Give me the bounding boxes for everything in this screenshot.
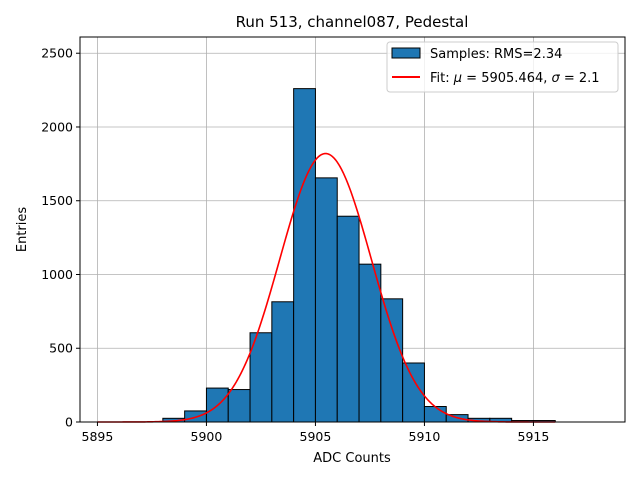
histogram-bar [336,215,360,423]
y-tick-label: 1000 [41,267,73,282]
y-tick-label: 0 [65,415,73,430]
x-axis-ticks: 5895 5900 5905 5910 5915 [82,422,550,444]
histogram-bar [227,389,251,423]
legend-bars-label: Samples: RMS=2.34 [430,47,562,62]
x-tick-label: 5900 [191,429,223,444]
chart-title: Run 513, channel087, Pedestal [236,13,469,31]
legend-fit-label: Fit: μ = 5905.464, σ = 2.1 [430,71,600,86]
gaussian-fit-curve [97,152,556,423]
histogram-bar [293,88,316,423]
histogram-bar [271,301,295,423]
legend-box [386,41,619,93]
y-tick-label: 2500 [41,46,73,61]
fit-curve-layer [97,152,556,423]
x-tick-label: 5910 [409,429,441,444]
y-tick-label: 2000 [41,119,73,134]
plot-frame [79,36,626,423]
y-axis-ticks: 0 500 1000 1500 2000 2500 [41,46,80,430]
x-axis-label: ADC Counts [313,451,391,466]
legend: Samples: RMS=2.34 Fit: μ = 5905.464, σ =… [386,41,619,93]
y-tick-label: 1500 [41,193,73,208]
x-tick-label: 5895 [82,429,114,444]
x-tick-label: 5915 [518,429,550,444]
histogram-bars [162,88,556,423]
legend-bars-swatch [391,47,421,59]
histogram-bar [380,298,404,423]
x-tick-label: 5905 [300,429,332,444]
y-axis-label: Entries [15,207,30,253]
histogram-bar [358,263,382,423]
y-tick-label: 500 [49,341,73,356]
histogram-bar [423,406,447,423]
histogram-bar [314,177,338,423]
